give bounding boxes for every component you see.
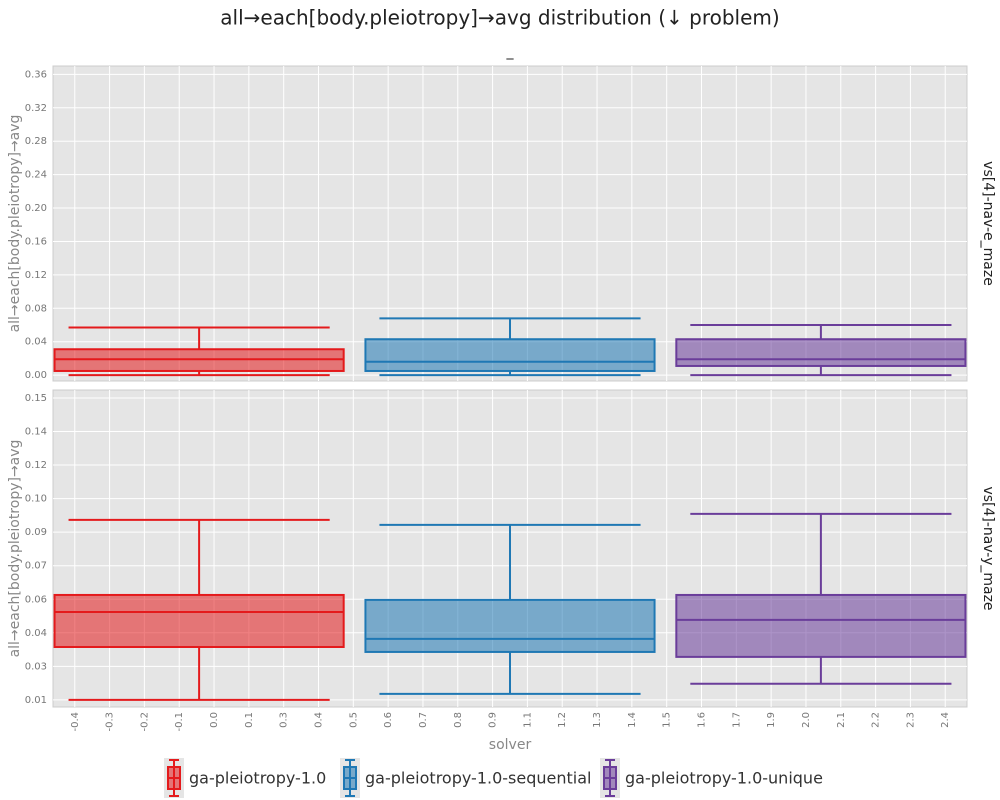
legend-label: ga-pleiotropy-1.0 (189, 769, 326, 788)
y-tick-label: 0.09 (25, 527, 47, 538)
x-tick-label: 1.4 (627, 712, 638, 728)
y-tick-label: 0.14 (25, 427, 47, 438)
box (364, 338, 656, 372)
legend-label: ga-pleiotropy-1.0-sequential (365, 769, 591, 788)
box (675, 593, 967, 658)
x-tick-label: 0.5 (348, 712, 359, 728)
y-tick-label: 0.08 (25, 303, 47, 314)
legend-item: ga-pleiotropy-1.0-sequential (340, 758, 591, 798)
x-tick-label: 2.1 (836, 712, 847, 728)
facet-label: vs[4]-nav-y_maze (980, 486, 996, 610)
x-tick-label: 0.1 (244, 712, 255, 728)
x-tick-label: 0.8 (453, 712, 464, 728)
facet-label: vs[4]-nav-e_maze (980, 161, 996, 286)
x-tick-label: 1.2 (557, 712, 568, 728)
y-tick-label: 0.28 (25, 136, 47, 147)
y-tick-label: 0.32 (25, 103, 47, 114)
x-tick-label: 2.0 (801, 712, 812, 728)
chart-title: all→each[body.pleiotropy]→avg distributi… (220, 6, 779, 30)
x-tick-label: 1.7 (731, 712, 742, 728)
x-tick-label: 0.6 (383, 712, 394, 728)
y-axis-label: all→each[body.pleiotropy]→avg (7, 440, 23, 658)
x-tick-label: 0.4 (313, 712, 324, 728)
chart-subtitle: _ (506, 44, 515, 60)
legend-item: ga-pleiotropy-1.0 (164, 758, 326, 798)
y-tick-label: 0.03 (25, 661, 47, 672)
y-tick-label: 0.04 (25, 337, 47, 348)
x-axis-label: solver (489, 737, 532, 753)
x-tick-label: 0.9 (488, 712, 499, 728)
x-tick-label: 1.9 (766, 712, 777, 728)
y-tick-label: 0.16 (25, 236, 47, 247)
y-tick-label: 0.12 (25, 270, 47, 281)
y-tick-label: 0.36 (25, 69, 47, 80)
y-tick-label: 0.20 (25, 203, 47, 214)
legend-label: ga-pleiotropy-1.0-unique (625, 769, 823, 788)
x-tick-label: -0.2 (139, 712, 150, 732)
x-tick-label: 1.1 (522, 712, 533, 728)
x-tick-label: 1.3 (592, 712, 603, 728)
x-tick-label: 0.3 (279, 712, 290, 728)
y-tick-label: 0.00 (25, 370, 47, 381)
y-tick-label: 0.07 (25, 561, 47, 572)
x-tick-label: 2.3 (905, 712, 916, 728)
y-tick-label: 0.15 (25, 393, 47, 404)
y-tick-label: 0.06 (25, 594, 47, 605)
x-tick-label: 2.4 (940, 712, 951, 728)
box (675, 338, 967, 367)
x-tick-label: 0.7 (418, 712, 429, 728)
x-tick-label: 2.2 (871, 712, 882, 728)
x-tick-label: -0.1 (174, 712, 185, 732)
x-tick-label: 0.0 (209, 712, 220, 728)
y-axis-label: all→each[body.pleiotropy]→avg (7, 115, 23, 333)
x-tick-label: 1.5 (662, 712, 673, 728)
y-tick-label: 0.04 (25, 628, 47, 639)
box (53, 593, 345, 648)
legend-item: ga-pleiotropy-1.0-unique (600, 758, 823, 798)
x-tick-label: -0.3 (105, 712, 116, 732)
box (364, 598, 656, 653)
y-tick-label: 0.01 (25, 695, 47, 706)
x-tick-label: 1.6 (697, 712, 708, 728)
y-tick-label: 0.24 (25, 170, 47, 181)
y-tick-label: 0.12 (25, 460, 47, 471)
x-tick-label: -0.4 (70, 712, 81, 732)
y-tick-label: 0.10 (25, 494, 47, 505)
